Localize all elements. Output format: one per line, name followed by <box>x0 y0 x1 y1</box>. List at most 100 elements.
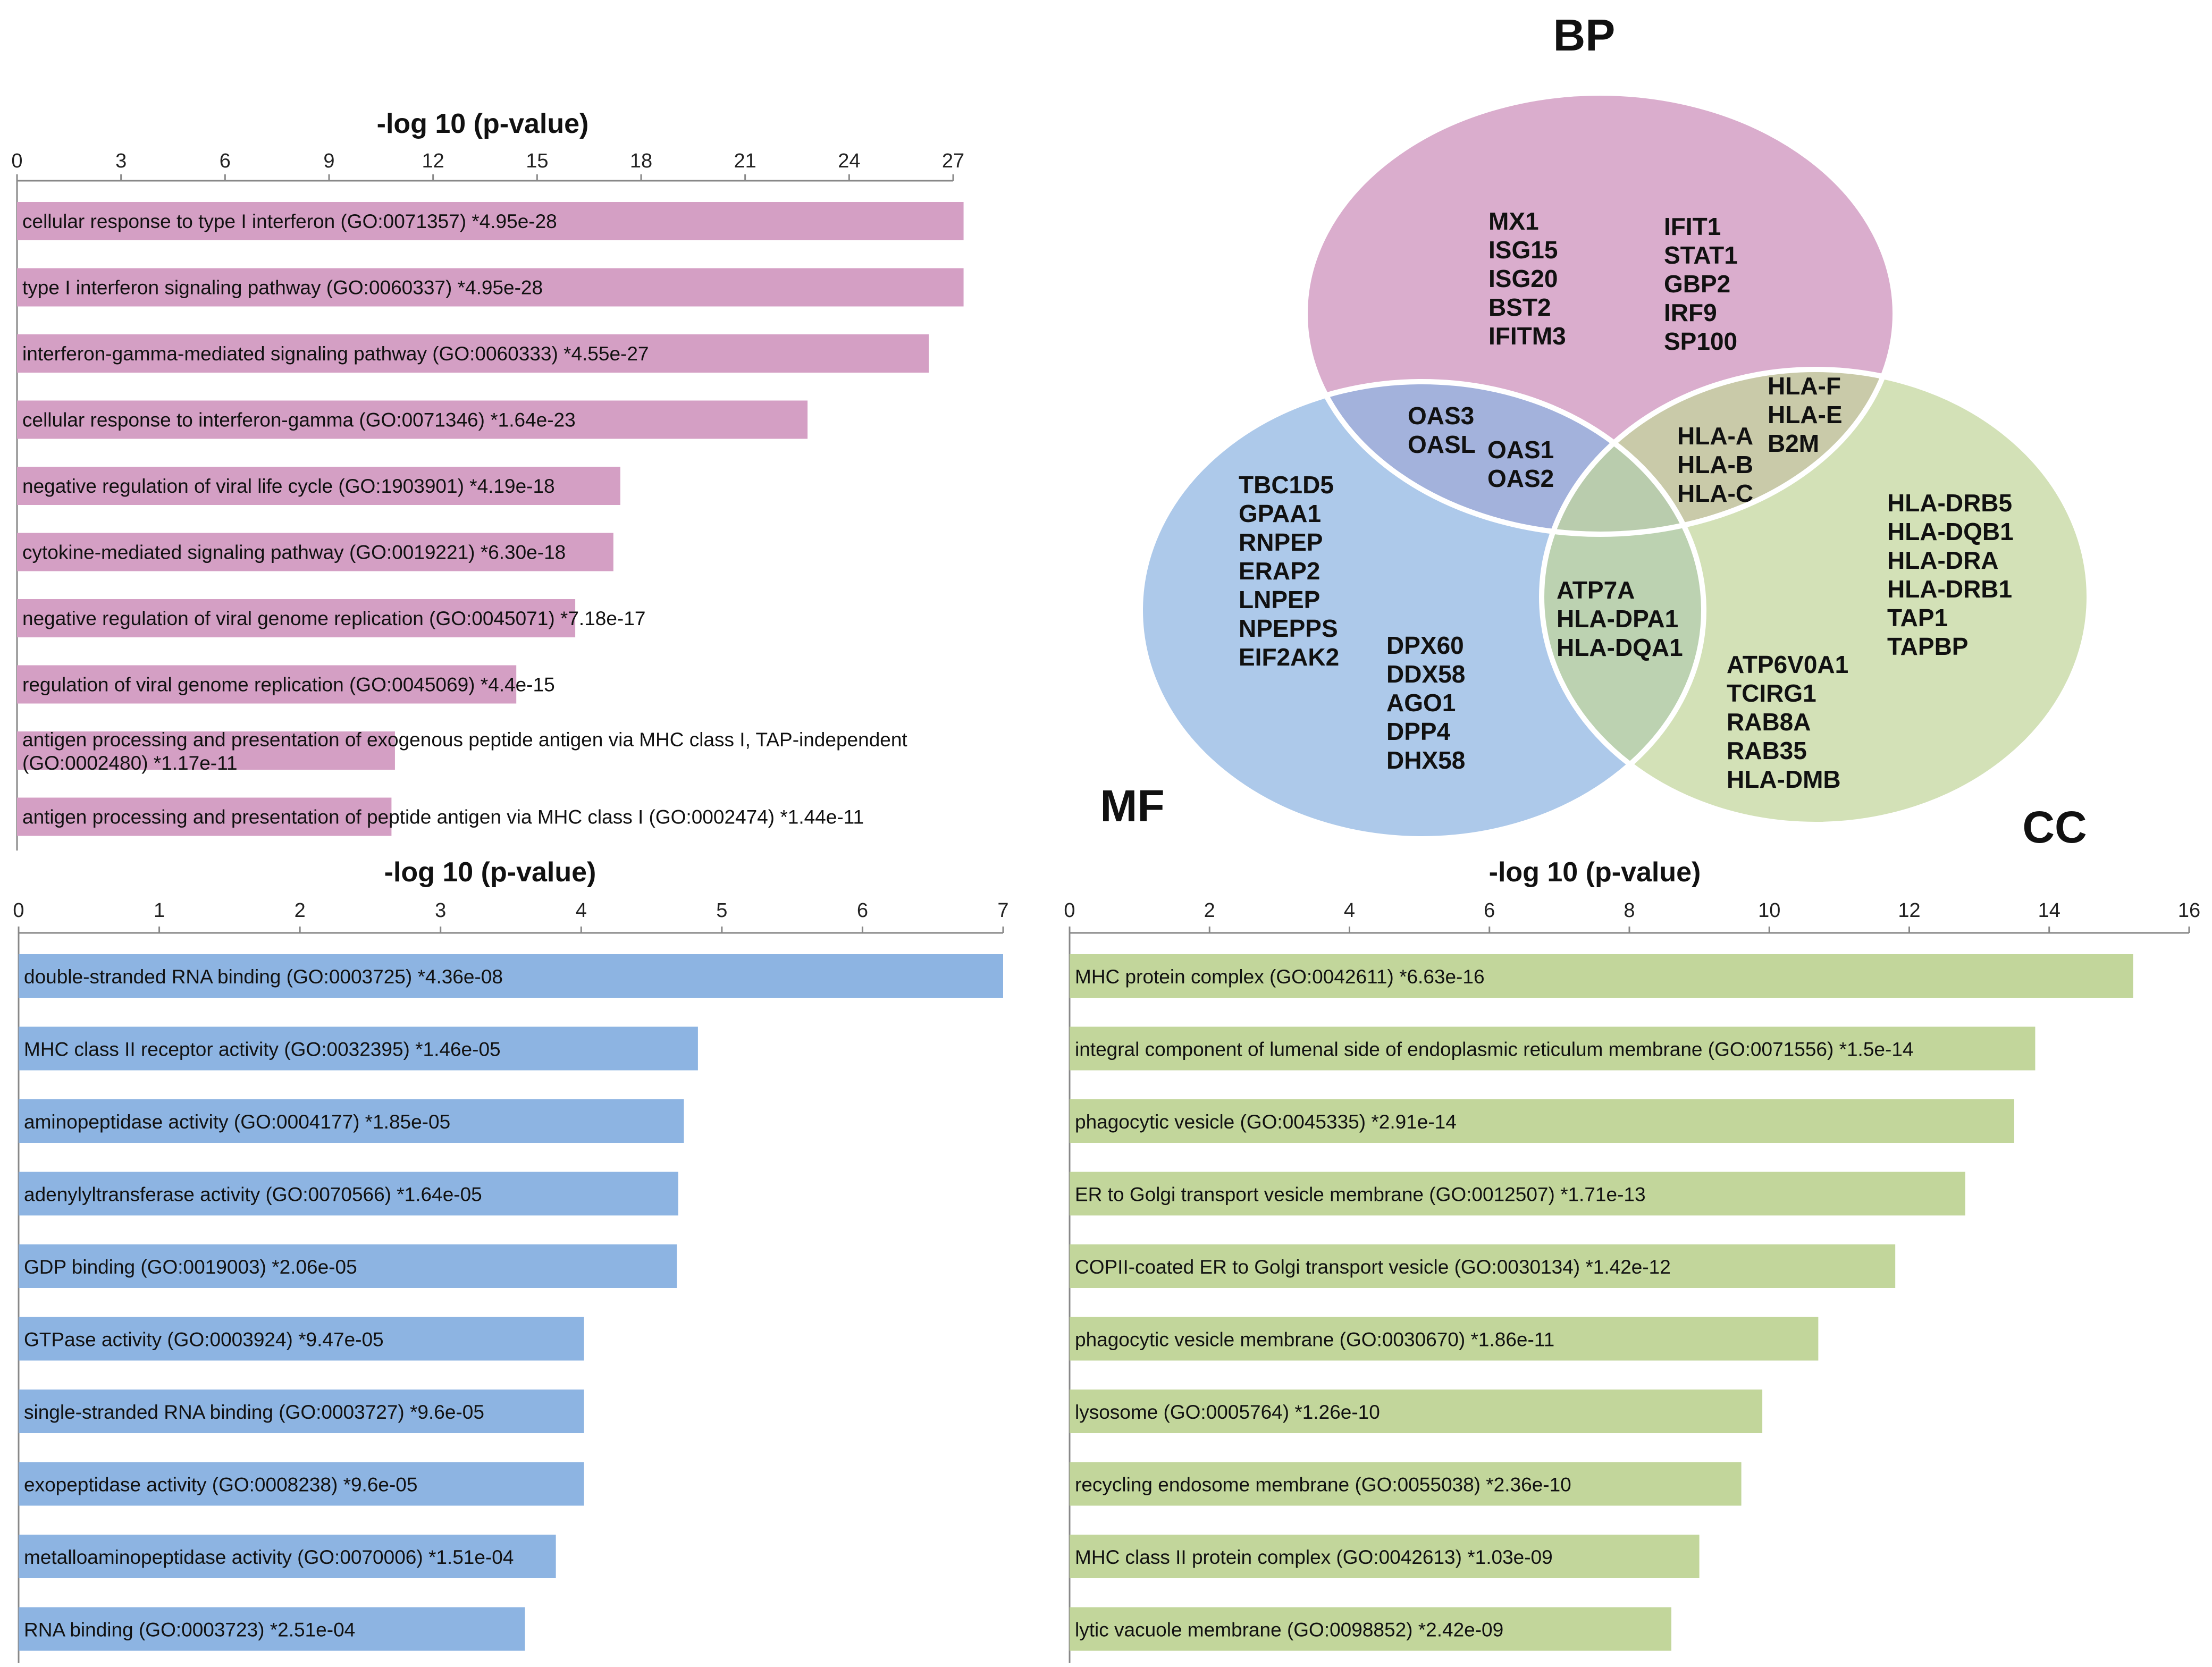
gene-label: GPAA1 <box>1239 500 1321 527</box>
gene-label: DHX58 <box>1386 746 1465 774</box>
go-venn-diagram: BP MF CC MX1 ISG15 ISG20 BST2 IFITM3 IFI… <box>1100 10 2092 852</box>
gene-label: HLA-DPA1 <box>1557 605 1678 633</box>
tick-label: 16 <box>2178 899 2200 922</box>
gene-label: OAS2 <box>1487 465 1554 492</box>
gene-label: HLA-DQA1 <box>1557 634 1683 661</box>
bar <box>1070 1172 1965 1216</box>
venn-label-mf: MF <box>1100 781 1164 831</box>
gene-label: STAT1 <box>1664 241 1738 269</box>
tick-label: 6 <box>857 899 868 922</box>
cc-x-axis: 0 2 4 6 8 10 12 14 16 <box>1064 899 2200 1663</box>
tick-label: 12 <box>422 150 444 172</box>
bar-label: interferon-gamma-mediated signaling path… <box>22 343 649 365</box>
bar <box>1070 1462 1742 1506</box>
gene-label: EIF2AK2 <box>1239 643 1339 671</box>
bar-label: double-stranded RNA binding (GO:0003725)… <box>24 966 503 988</box>
tick-label: 10 <box>1758 899 1780 922</box>
gene-label: DPX60 <box>1386 632 1464 659</box>
bar-label: cellular response to interferon-gamma (G… <box>22 409 576 431</box>
gene-label: ISG15 <box>1488 236 1558 264</box>
bar-label: antigen processing and presentation of e… <box>22 729 907 774</box>
bar <box>17 268 964 307</box>
bp-axis-title: -log 10 (p-value) <box>377 108 589 139</box>
cc-bar-chart: -log 10 (p-value) 0 2 4 6 8 10 12 14 16 MHC prot… <box>1064 857 2200 1663</box>
mf-bar-chart: -log 10 (p-value) 0 1 2 3 4 5 6 7 double-strand… <box>13 857 1009 1663</box>
bar-label: aminopeptidase activity (GO:0004177) *1.… <box>24 1111 450 1133</box>
gene-label: ISG20 <box>1488 265 1558 292</box>
gene-label: DDX58 <box>1386 660 1465 688</box>
bar <box>1070 1026 2036 1071</box>
tick-label: 2 <box>295 899 306 922</box>
gene-label: HLA-DRB1 <box>1887 575 2012 603</box>
bar-label: lytic vacuole membrane (GO:0098852) *2.4… <box>1075 1619 1503 1641</box>
gene-label: IFIT1 <box>1664 213 1721 240</box>
bar-label: metalloaminopeptidase activity (GO:00700… <box>24 1546 514 1568</box>
venn-circle-mf-outline <box>1138 379 1706 841</box>
gene-label: MX1 <box>1488 207 1539 235</box>
tick-label: 6 <box>220 150 231 172</box>
tick-label: 0 <box>1064 899 1075 922</box>
gene-label: RAB8A <box>1727 708 1811 736</box>
bar <box>1070 1535 1700 1578</box>
tick-label: 15 <box>526 150 548 172</box>
tick-label: 0 <box>11 150 22 172</box>
tick-label: 12 <box>1898 899 1920 922</box>
bar <box>1070 1244 1896 1288</box>
bar-label: ER to Golgi transport vesicle membrane (… <box>1075 1184 1646 1206</box>
bar <box>1070 1317 1819 1361</box>
gene-label: TCIRG1 <box>1727 679 1816 707</box>
bar-label: lysosome (GO:0005764) *1.26e-10 <box>1075 1401 1380 1423</box>
bar-label: exopeptidase activity (GO:0008238) *9.6e… <box>24 1474 417 1496</box>
gene-label: OAS3 <box>1408 402 1474 430</box>
tick-label: 6 <box>1484 899 1495 922</box>
gene-label: TBC1D5 <box>1239 471 1334 499</box>
bar-label: GTPase activity (GO:0003924) *9.47e-05 <box>24 1329 384 1351</box>
gene-label: ATP6V0A1 <box>1727 651 1848 678</box>
tick-label: 9 <box>323 150 334 172</box>
bar-label: recycling endosome membrane (GO:0055038)… <box>1075 1474 1571 1496</box>
gene-label: IRF9 <box>1664 299 1717 326</box>
gene-label: HLA-DMB <box>1727 765 1841 793</box>
bar <box>1070 954 2133 998</box>
bp-bar-chart: -log 10 (p-value) 0 3 6 9 12 15 18 21 24 27 cellu… <box>11 108 964 851</box>
gene-label: HLA-F <box>1768 372 1841 400</box>
bar-label: single-stranded RNA binding (GO:0003727)… <box>24 1401 484 1423</box>
bar-label: negative regulation of viral life cycle … <box>22 475 555 497</box>
gene-label: OAS1 <box>1487 436 1554 464</box>
bar-label: type I interferon signaling pathway (GO:… <box>22 276 543 298</box>
tick-label: 0 <box>13 899 24 922</box>
mf-bars: double-stranded RNA binding (GO:0003725)… <box>19 954 1003 1651</box>
gene-label: SP100 <box>1664 327 1737 355</box>
bar <box>1070 1099 2014 1143</box>
venn-circle-mf <box>1140 382 1704 839</box>
bar <box>17 334 929 373</box>
gene-label: HLA-C <box>1677 479 1753 507</box>
bar <box>17 400 808 439</box>
gene-label: OASL <box>1408 431 1476 458</box>
tick-label: 18 <box>630 150 652 172</box>
gene-label: DPP4 <box>1386 718 1451 745</box>
gene-label: B2M <box>1768 430 1819 457</box>
tick-label: 5 <box>716 899 727 922</box>
gene-label: TAP1 <box>1887 604 1948 632</box>
bar <box>17 599 576 637</box>
gene-label: RNPEP <box>1239 528 1323 556</box>
bar-label: MHC class II protein complex (GO:0042613… <box>1075 1546 1553 1568</box>
bar <box>19 954 1003 998</box>
bar-label: MHC class II receptor activity (GO:00323… <box>24 1039 501 1060</box>
bar-label: RNA binding (GO:0003723) *2.51e-04 <box>24 1619 355 1641</box>
bar <box>19 1607 525 1651</box>
gene-label: IFITM3 <box>1488 322 1566 350</box>
bar <box>17 467 620 505</box>
tick-label: 27 <box>942 150 964 172</box>
bar <box>19 1317 584 1361</box>
tick-label: 2 <box>1204 899 1215 922</box>
bar-label: phagocytic vesicle (GO:0045335) *2.91e-1… <box>1075 1111 1457 1133</box>
bar-label: cellular response to type I interferon (… <box>22 211 557 232</box>
venn-circle-bp-outline <box>1302 90 1898 537</box>
venn-circle-cc <box>1542 369 2089 824</box>
bar <box>19 1172 678 1216</box>
bar-label: COPII-coated ER to Golgi transport vesic… <box>1075 1256 1671 1278</box>
gene-label: RAB35 <box>1727 737 1807 764</box>
